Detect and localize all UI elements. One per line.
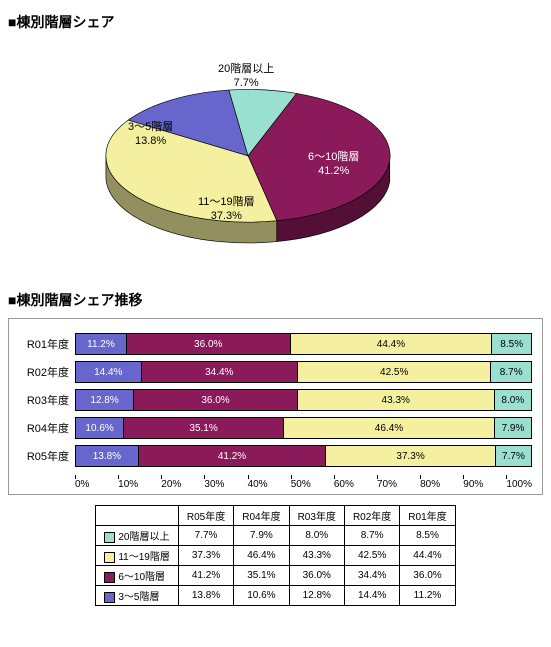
table-cell: 10.6% [234,586,289,606]
legend-swatch [104,592,115,603]
axis-tick: 0% [75,479,118,490]
table-cell: 37.3% [178,546,233,566]
table-cell: 36.0% [289,566,344,586]
table-cell: 34.4% [344,566,399,586]
row-label: R01年度 [13,336,75,352]
table-cell: 8.0% [289,526,344,546]
axis-tick: 10% [118,479,161,490]
pie-title: ■棟別階層シェア [8,12,543,32]
table-cell: 36.0% [400,566,455,586]
table-row: 3～5階層13.8%10.6%12.8%14.4%11.2% [96,586,455,606]
bar-segment: 12.8% [76,390,134,410]
data-table: R05年度R04年度R03年度R02年度R01年度 20階層以上7.7%7.9%… [95,505,455,606]
bar-segment: 43.3% [298,390,495,410]
bar-segment: 8.7% [491,362,531,382]
bar-segment: 35.1% [124,418,284,438]
table-cell: 13.8% [178,586,233,606]
pie-chart: 6～10階層41.2% 11～19階層37.3% 3～5階層13.8% 20階層以上7… [8,40,508,270]
axis-tick: 40% [248,479,291,490]
table-cell: 44.4% [400,546,455,566]
table-cell: 41.2% [178,566,233,586]
bar-segment: 37.3% [326,446,496,466]
bar-segment: 8.0% [495,390,531,410]
stacked-row: R02年度14.4%34.4%42.5%8.7% [13,361,532,383]
bar-segment: 7.7% [496,446,531,466]
trend-title: ■棟別階層シェア推移 [8,290,543,310]
table-cell: 35.1% [234,566,289,586]
pie-slice-label: 20階層以上7.7% [218,62,274,91]
bar-segment: 44.4% [291,334,493,354]
axis-tick: 30% [204,479,247,490]
table-col-header: R04年度 [234,506,289,526]
pie-slice-label: 3～5階層13.8% [128,120,173,149]
bar-segment: 7.9% [495,418,531,438]
table-row-header: 6～10階層 [96,566,179,586]
bar-segment: 46.4% [284,418,495,438]
bar-segment: 36.0% [127,334,291,354]
legend-swatch [104,532,115,543]
bar-segment: 34.4% [142,362,299,382]
table-cell: 12.8% [289,586,344,606]
table-body: 20階層以上7.7%7.9%8.0%8.7%8.5%11～19階層37.3%46… [96,526,455,606]
x-axis: 0%10%20%30%40%50%60%70%80%90%100% [75,479,532,490]
table-cell: 43.3% [289,546,344,566]
table-row: 11～19階層37.3%46.4%43.3%42.5%44.4% [96,546,455,566]
stacked-row: R04年度10.6%35.1%46.4%7.9% [13,417,532,439]
stacked-chart: R01年度11.2%36.0%44.4%8.5%R02年度14.4%34.4%4… [8,318,543,495]
stacked-row: R03年度12.8%36.0%43.3%8.0% [13,389,532,411]
table-cell: 14.4% [344,586,399,606]
table-row: 6～10階層41.2%35.1%36.0%34.4%36.0% [96,566,455,586]
table-cell: 46.4% [234,546,289,566]
table-row-header: 20階層以上 [96,526,179,546]
axis-tick: 100% [506,479,532,490]
table-col-header: R02年度 [344,506,399,526]
table-cell: 11.2% [400,586,455,606]
table-col-header: R01年度 [400,506,455,526]
table-cell: 8.5% [400,526,455,546]
table-row-header: 11～19階層 [96,546,179,566]
table-row: 20階層以上7.7%7.9%8.0%8.7%8.5% [96,526,455,546]
row-label: R05年度 [13,448,75,464]
table-cell: 7.9% [234,526,289,546]
bar-segment: 42.5% [298,362,491,382]
table-cell: 7.7% [178,526,233,546]
row-label: R02年度 [13,364,75,380]
bar-track: 12.8%36.0%43.3%8.0% [75,389,532,411]
stacked-row: R05年度13.8%41.2%37.3%7.7% [13,445,532,467]
axis-tick: 90% [463,479,506,490]
bar-track: 13.8%41.2%37.3%7.7% [75,445,532,467]
bar-track: 10.6%35.1%46.4%7.9% [75,417,532,439]
bar-segment: 41.2% [139,446,326,466]
table-col-header: R05年度 [178,506,233,526]
axis-tick: 60% [334,479,377,490]
pie-svg [78,80,418,260]
table-corner [96,506,179,526]
stacked-rows: R01年度11.2%36.0%44.4%8.5%R02年度14.4%34.4%4… [13,333,532,467]
table-row-header: 3～5階層 [96,586,179,606]
bar-segment: 11.2% [76,334,127,354]
stacked-row: R01年度11.2%36.0%44.4%8.5% [13,333,532,355]
bar-segment: 14.4% [76,362,142,382]
table-header-row: R05年度R04年度R03年度R02年度R01年度 [96,506,455,526]
pie-slice-label: 6～10階層41.2% [308,150,359,179]
axis-tick: 20% [161,479,204,490]
axis-tick: 80% [420,479,463,490]
legend-swatch [104,552,115,563]
bar-track: 11.2%36.0%44.4%8.5% [75,333,532,355]
legend-swatch [104,572,115,583]
pie-slice-label: 11～19階層37.3% [198,195,255,224]
bar-segment: 8.5% [492,334,531,354]
table-cell: 42.5% [344,546,399,566]
table-cell: 8.7% [344,526,399,546]
bar-segment: 10.6% [76,418,124,438]
bar-track: 14.4%34.4%42.5%8.7% [75,361,532,383]
bar-segment: 36.0% [134,390,298,410]
row-label: R04年度 [13,420,75,436]
table-col-header: R03年度 [289,506,344,526]
row-label: R03年度 [13,392,75,408]
bar-segment: 13.8% [76,446,139,466]
axis-tick: 50% [291,479,334,490]
axis-tick: 70% [377,479,420,490]
